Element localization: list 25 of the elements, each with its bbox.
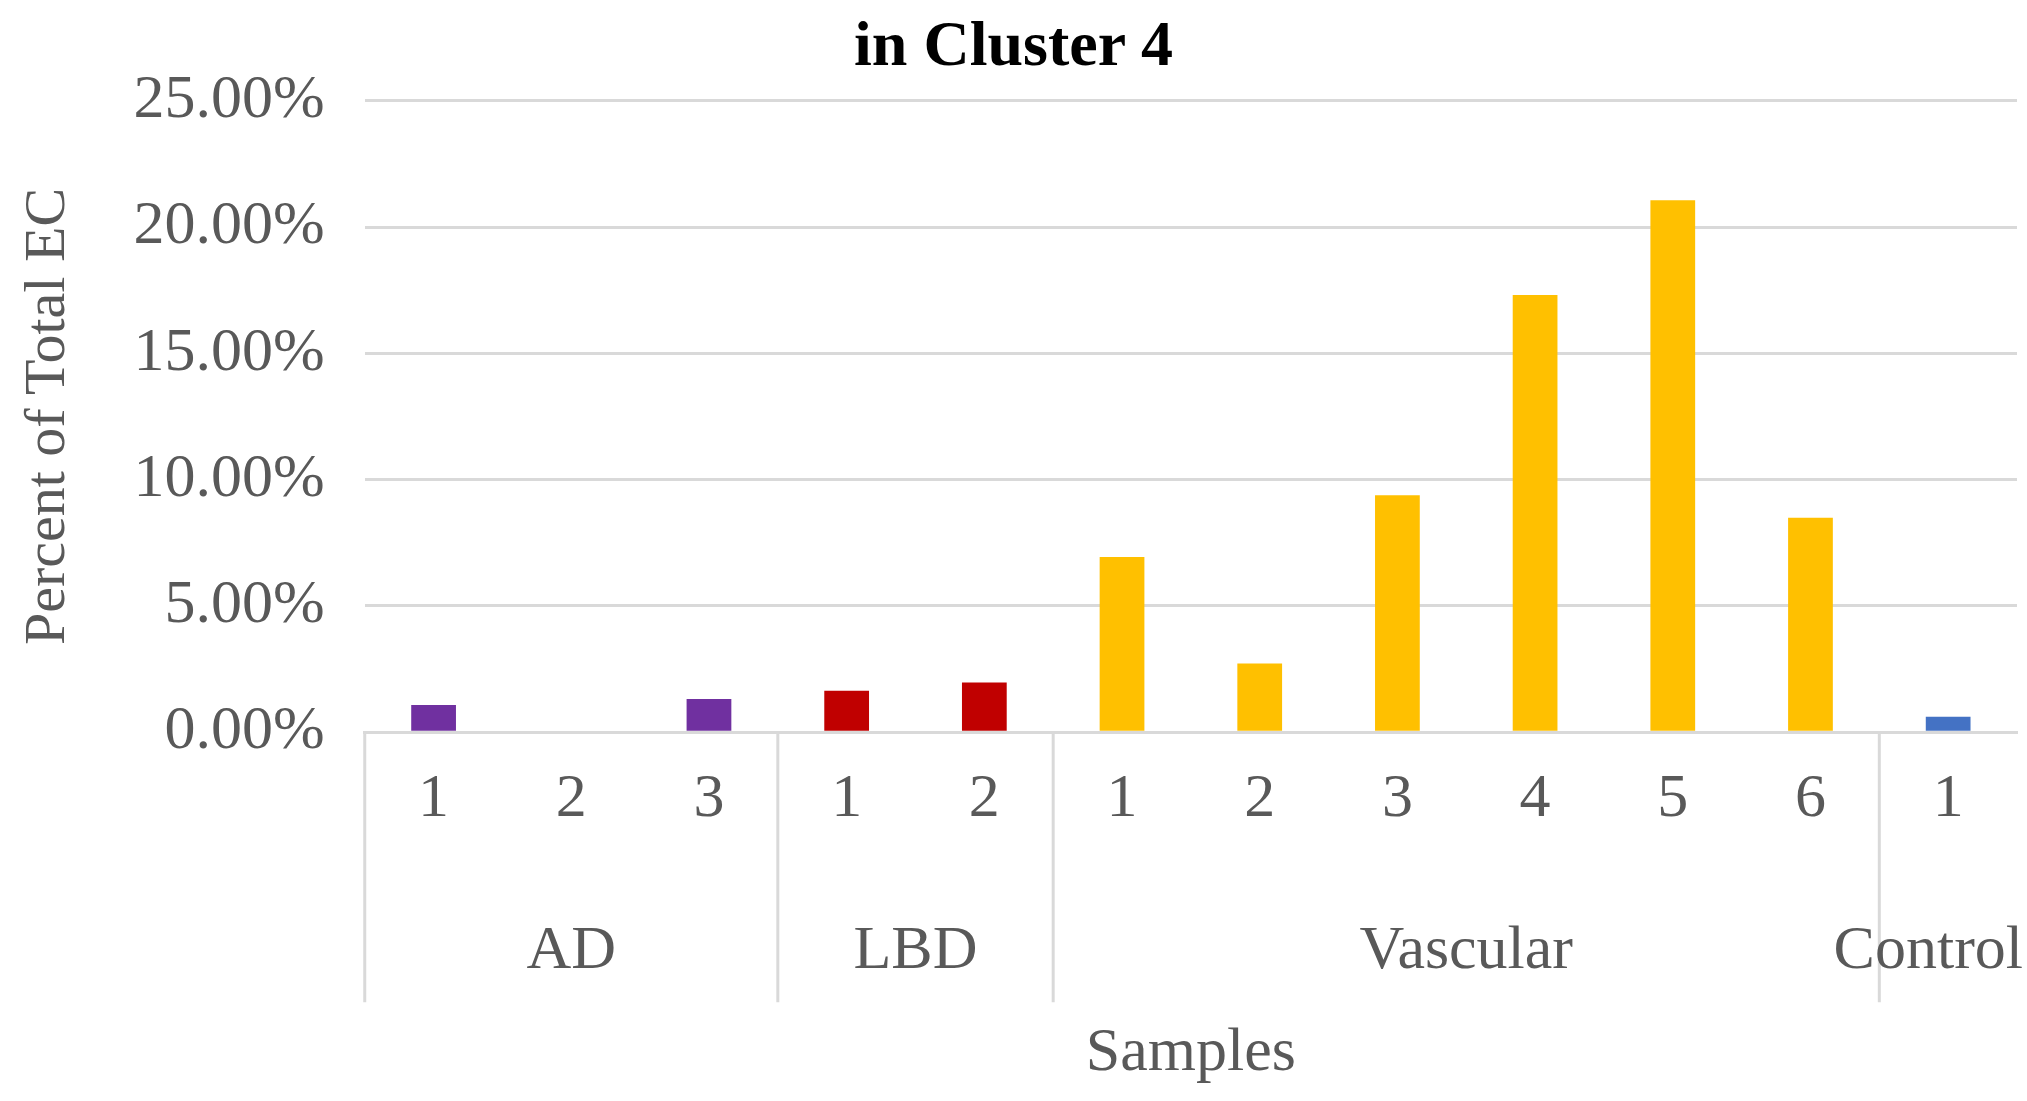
x-tick-label: 4: [1519, 760, 1551, 829]
x-tick-label: 5: [1657, 760, 1689, 829]
y-tick-label: 10.00%: [133, 440, 325, 509]
text: Control: [1833, 913, 2023, 982]
text: LBD: [853, 913, 978, 982]
x-tick-label: 6: [1794, 760, 1826, 829]
y-tick-label: 0.00%: [164, 693, 325, 762]
text: AD: [526, 913, 617, 982]
y-tick-label: 5.00%: [164, 567, 325, 636]
y-axis-title: Percent of Total EC: [12, 187, 78, 646]
x-tick-label: 3: [693, 760, 725, 829]
x-tick-label: 1: [1932, 760, 1964, 829]
y-tick-label: 25.00%: [133, 62, 325, 131]
x-tick-label: 3: [1381, 760, 1413, 829]
x-tick-label: 2: [555, 760, 587, 829]
x-tick-label: 2: [1244, 760, 1276, 829]
x-axis-title: Samples: [1085, 1015, 1296, 1084]
x-tick-label: 1: [831, 760, 863, 829]
y-tick-label: 20.00%: [133, 188, 325, 257]
x-tick-label: 2: [968, 760, 1000, 829]
x-tick-label: 1: [418, 760, 450, 829]
text: Vascular: [1359, 913, 1574, 982]
y-tick-label: 15.00%: [133, 314, 325, 383]
chart-title: in Cluster 4: [854, 7, 1173, 79]
x-tick-label: 1: [1106, 760, 1138, 829]
